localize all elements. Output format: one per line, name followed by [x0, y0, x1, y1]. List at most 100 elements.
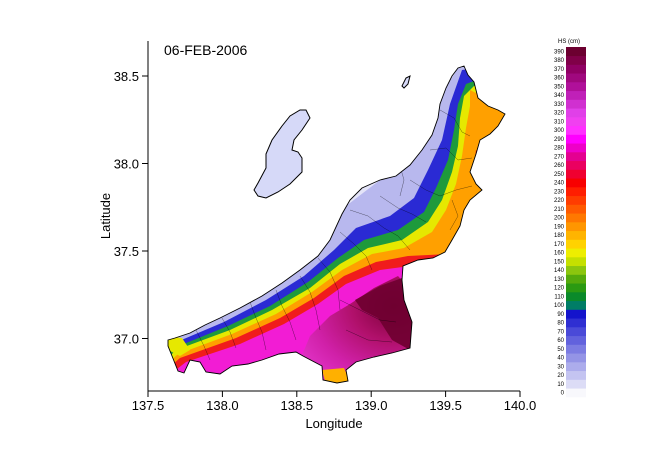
colorbar-label: 0 [561, 391, 565, 397]
colorbar-swatch [566, 257, 586, 267]
colorbar-swatch [566, 108, 586, 118]
colorbar-swatch [566, 195, 586, 205]
colorbar-swatch [566, 318, 586, 328]
colorbar-swatch [566, 134, 586, 144]
colorbar-label: 80 [557, 321, 564, 327]
x-tick-label: 138.0 [206, 398, 239, 413]
colorbar-label: 150 [554, 259, 565, 265]
colorbar-swatch [566, 362, 586, 372]
colorbar-label: 390 [554, 49, 565, 55]
colorbar-swatch [566, 82, 586, 92]
colorbar-swatch [566, 152, 586, 162]
colorbar-label: 10 [557, 382, 564, 388]
colorbar-swatch [566, 117, 586, 127]
colorbar-label: 60 [557, 338, 564, 344]
colorbar-labels: 0 10 20 30 40 50 60 70 80 90 100 110 120 130 140 150 160… [554, 49, 565, 396]
y-axis-label: Latitude [98, 193, 113, 239]
colorbar-swatch [566, 248, 586, 258]
y-tick-label: 38.0 [114, 157, 139, 172]
colorbar-swatch [566, 265, 586, 275]
sado-island [253, 109, 311, 199]
colorbar-swatch [566, 388, 586, 398]
colorbar-swatch [566, 90, 586, 100]
colorbar-label: 360 [554, 76, 565, 82]
y-tick-label: 37.5 [114, 244, 139, 259]
colorbar-label: 70 [557, 329, 564, 335]
colorbar-swatch [566, 300, 586, 310]
colorbar-label: 120 [554, 286, 565, 292]
x-axis-ticks: 137.5 138.0 138.5 139.0 139.5 140.0 [132, 391, 537, 413]
y-axis-ticks: 37.0 37.5 38.0 38.5 [114, 69, 148, 347]
y-tick-label: 38.5 [114, 69, 139, 84]
colorbar-label: 90 [557, 312, 564, 318]
municipal-boundaries [195, 109, 473, 361]
x-tick-label: 140.0 [504, 398, 537, 413]
colorbar-label: 260 [554, 163, 565, 169]
colorbar-swatch [566, 379, 586, 389]
date-label: 06-FEB-2006 [164, 42, 247, 58]
colorbar-label: 320 [554, 111, 565, 117]
colorbar-swatch [566, 169, 586, 179]
colorbar-label: 30 [557, 364, 564, 370]
colorbar-label: 250 [554, 172, 565, 178]
colorbar-label: 350 [554, 84, 565, 90]
colorbar-swatch [566, 344, 586, 354]
colorbar-swatch [566, 55, 586, 65]
x-tick-label: 139.0 [355, 398, 388, 413]
colorbar-label: 340 [554, 93, 565, 99]
map-plot-area [167, 65, 506, 384]
colorbar-label: 240 [554, 181, 565, 187]
colorbar-label: 280 [554, 146, 565, 152]
colorbar-swatch [566, 204, 586, 214]
colorbar-label: 160 [554, 251, 565, 257]
colorbar-label: 130 [554, 277, 565, 283]
colorbar-label: 330 [554, 102, 565, 108]
x-axis-label: Longitude [305, 416, 362, 431]
colorbar-label: 310 [554, 119, 565, 125]
colorbar-swatch [566, 73, 586, 83]
colorbar-label: 40 [557, 356, 564, 362]
colorbar-label: 180 [554, 233, 565, 239]
colorbar-label: 20 [557, 373, 564, 379]
colorbar-swatch [566, 239, 586, 249]
colorbar-label: 210 [554, 207, 565, 213]
snow-depth-field [168, 66, 505, 383]
colorbar-label: 100 [554, 303, 565, 309]
colorbar-swatch [566, 125, 586, 135]
colorbar-swatch [566, 292, 586, 302]
colorbar-swatch [566, 213, 586, 223]
colorbar-label: 380 [554, 58, 565, 64]
colorbar-swatch [566, 47, 586, 57]
colorbar-swatch [566, 283, 586, 293]
niigata-outline [167, 65, 506, 384]
colorbar-swatches [566, 47, 586, 398]
colorbar-label: 370 [554, 67, 565, 73]
colorbar-swatch [566, 99, 586, 109]
colorbar: HS (cm) 0 10 20 30 40 50 60 70 80 90 100 110 120 130 1… [554, 39, 586, 398]
awashima-islet [401, 75, 411, 89]
y-tick-label: 37.0 [114, 332, 139, 347]
colorbar-swatch [566, 64, 586, 74]
colorbar-swatch [566, 335, 586, 345]
colorbar-swatch [566, 274, 586, 284]
colorbar-label: 50 [557, 347, 564, 353]
colorbar-swatch [566, 370, 586, 380]
colorbar-label: 300 [554, 128, 565, 134]
colorbar-swatch [566, 230, 586, 240]
colorbar-swatch [566, 160, 586, 170]
colorbar-label: 190 [554, 224, 565, 230]
colorbar-label: 230 [554, 189, 565, 195]
colorbar-swatch [566, 327, 586, 337]
colorbar-swatch [566, 178, 586, 188]
x-tick-label: 139.5 [429, 398, 462, 413]
x-tick-label: 137.5 [132, 398, 165, 413]
colorbar-label: 110 [554, 294, 564, 300]
x-tick-label: 138.5 [281, 398, 314, 413]
axes [147, 41, 520, 392]
colorbar-swatch [566, 143, 586, 153]
colorbar-label: 220 [554, 198, 565, 204]
colorbar-swatch [566, 353, 586, 363]
colorbar-label: 140 [554, 268, 565, 274]
colorbar-swatch [566, 187, 586, 197]
